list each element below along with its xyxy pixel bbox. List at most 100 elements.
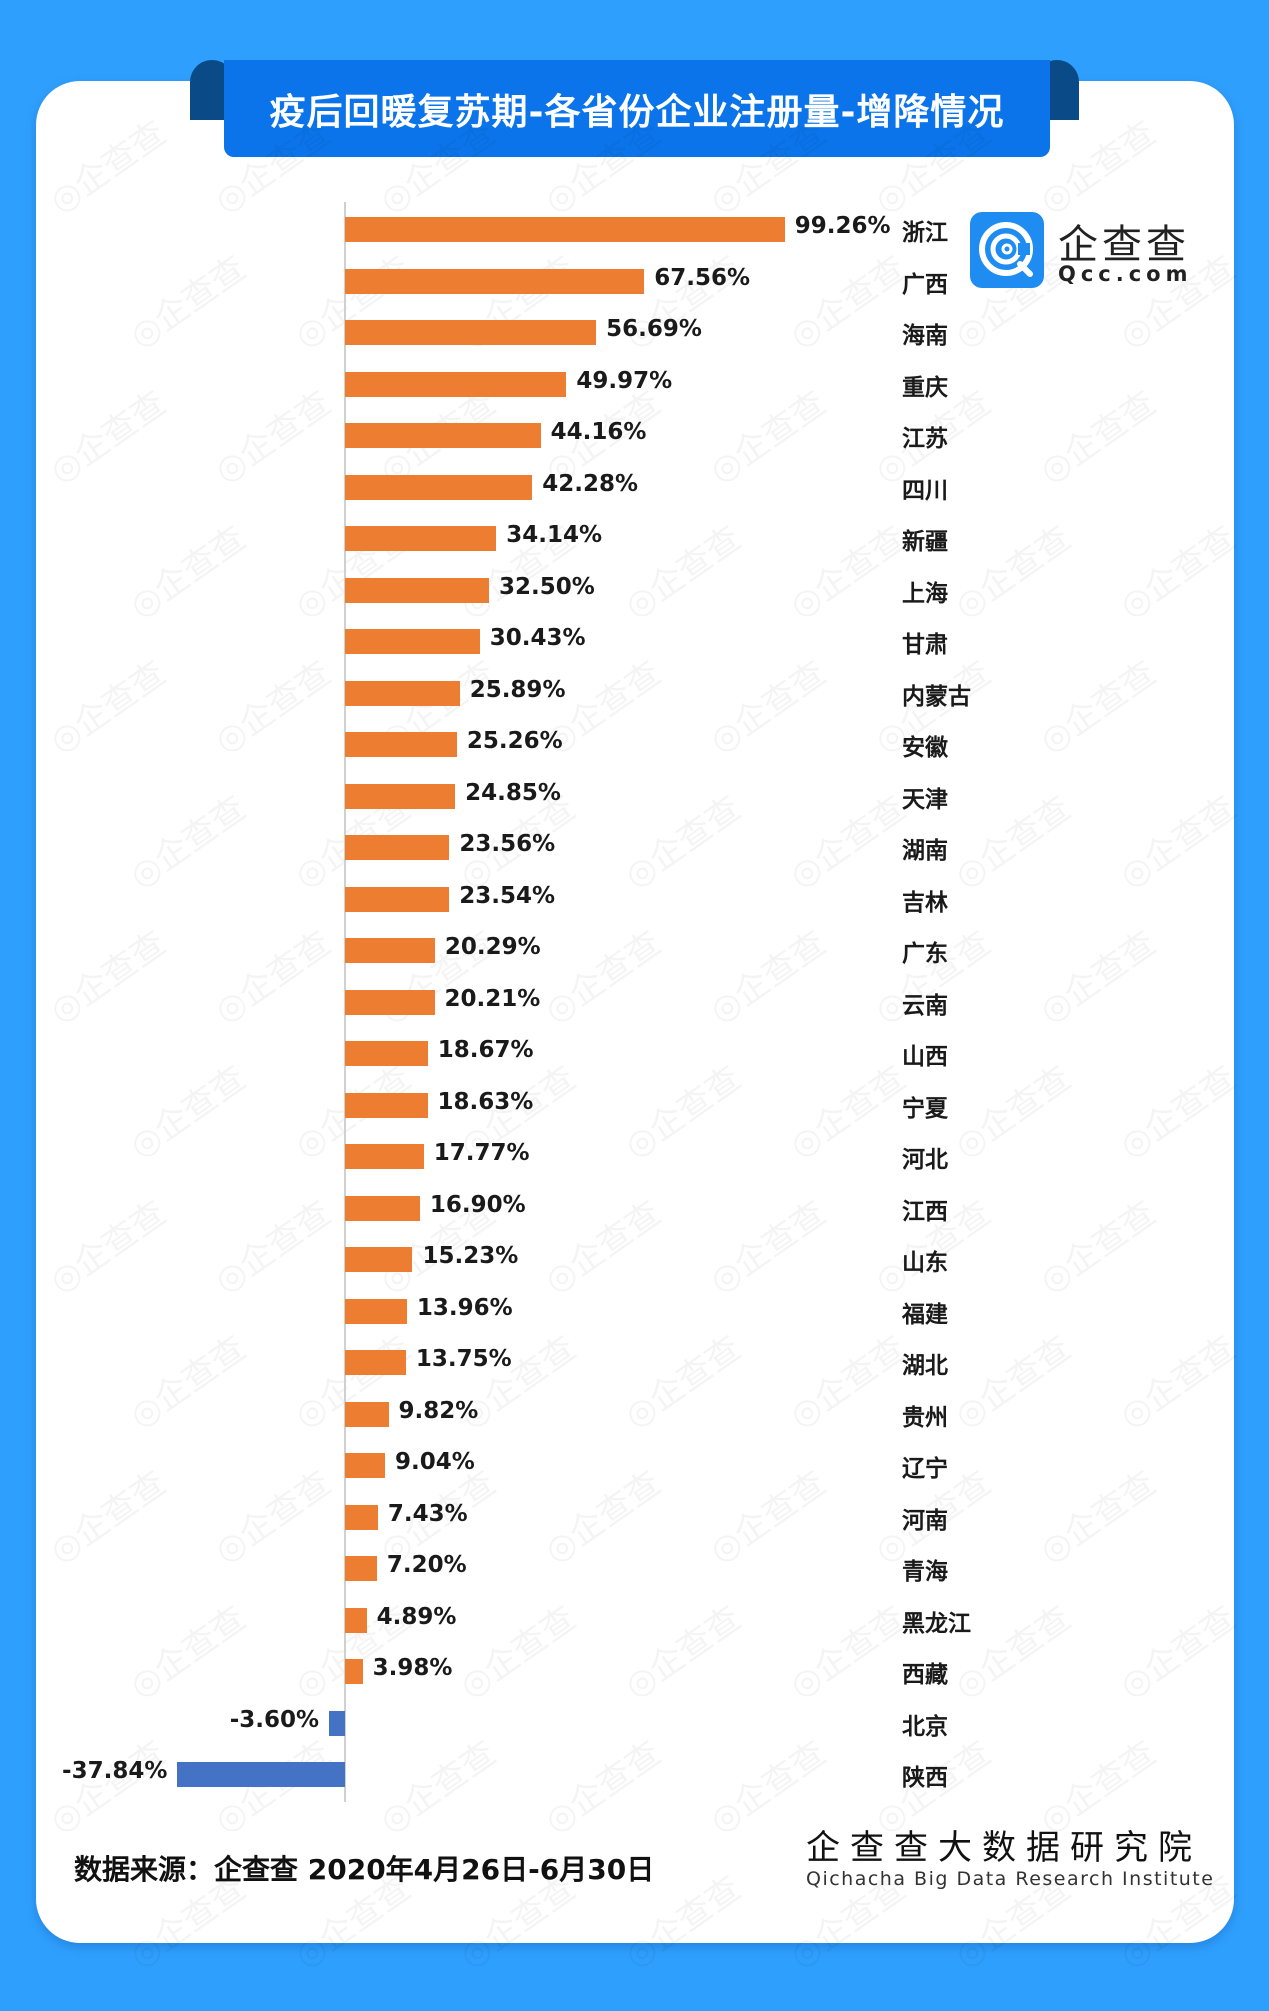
- chart-title: 疫后回暖复苏期-各省份企业注册量-增降情况: [224, 60, 1050, 157]
- province-label: 贵州: [902, 1404, 948, 1431]
- province-label: 河北: [902, 1147, 948, 1173]
- bar-value-label: 24.85%: [465, 779, 561, 806]
- bar-value-label: 9.04%: [395, 1449, 475, 1475]
- bar-value-label: 18.63%: [437, 1088, 534, 1115]
- bar-positive: [345, 371, 567, 397]
- bar-row: 7.20% 青海: [0, 1544, 1269, 1594]
- province-label: 西藏: [902, 1662, 948, 1688]
- bar-value-label: 17.77%: [433, 1140, 530, 1166]
- bar-row: 7.43% 河南: [0, 1493, 1269, 1543]
- bar-row: 44.16% 江苏: [0, 411, 1269, 461]
- province-label: 吉林: [902, 889, 948, 916]
- bar-row: 32.50% 上海: [0, 566, 1269, 616]
- bar-positive: [345, 1144, 424, 1169]
- province-label: 山西: [902, 1044, 948, 1070]
- bar-value-label: 15.23%: [422, 1243, 519, 1269]
- bar-positive: [345, 783, 456, 809]
- province-label: 安徽: [902, 735, 948, 761]
- province-label: 山东: [902, 1250, 948, 1276]
- bar-positive: [345, 1247, 413, 1272]
- bar-value-label: 25.89%: [469, 676, 566, 703]
- bar-value-label: 23.56%: [459, 831, 556, 857]
- bar-positive: [345, 1350, 406, 1375]
- province-label: 天津: [902, 786, 948, 813]
- bar-row: -3.60% 北京: [0, 1699, 1269, 1749]
- province-label: 辽宁: [902, 1456, 948, 1482]
- bar-value-label: 32.50%: [498, 573, 595, 600]
- bar-value-label: 9.82%: [398, 1397, 479, 1424]
- bar-value-label: 49.97%: [576, 367, 673, 394]
- bar-row: 18.67% 山西: [0, 1029, 1269, 1079]
- bar-row: 49.97% 重庆: [0, 360, 1269, 410]
- bar-value-label: 67.56%: [654, 264, 751, 291]
- bar-row: 9.82% 贵州: [0, 1390, 1269, 1440]
- bar-row: 23.54% 吉林: [0, 875, 1269, 925]
- bar-row: 30.43% 甘肃: [0, 617, 1269, 667]
- chart-card: [36, 81, 1234, 1943]
- province-label: 江西: [902, 1198, 948, 1225]
- bar-positive: [345, 835, 450, 860]
- province-label: 江苏: [902, 426, 948, 452]
- bar-positive: [345, 1092, 428, 1118]
- logo-text-en: Qcc.com: [1058, 262, 1193, 286]
- bar-positive: [345, 680, 460, 706]
- bar-positive: [345, 938, 435, 963]
- bar-row: 25.89% 内蒙古: [0, 669, 1269, 719]
- bar-row: 25.26% 安徽: [0, 720, 1269, 770]
- institute-name-en: Qichacha Big Data Research Institute: [806, 1868, 1215, 1890]
- bar-positive: [345, 629, 480, 654]
- province-label: 黑龙江: [902, 1610, 971, 1637]
- bar-positive: [345, 886, 450, 912]
- bar-negative: [329, 1710, 345, 1736]
- province-label: 四川: [902, 477, 948, 504]
- bar-positive: [345, 1041, 428, 1066]
- province-label: 青海: [902, 1559, 948, 1585]
- bar-row: 13.75% 湖北: [0, 1338, 1269, 1388]
- bar-negative: [177, 1762, 345, 1787]
- bar-value-label: 13.96%: [416, 1294, 513, 1321]
- province-label: 湖北: [902, 1353, 948, 1379]
- bar-positive: [345, 526, 497, 551]
- province-label: 湖南: [902, 838, 948, 864]
- bar-value-label: 42.28%: [542, 470, 639, 497]
- bar-value-label: 56.69%: [606, 316, 702, 342]
- province-label: 海南: [902, 323, 948, 349]
- bar-value-label: 23.54%: [459, 882, 556, 909]
- province-label: 内蒙古: [902, 683, 971, 710]
- bar-row: -37.84% 陕西: [0, 1750, 1269, 1800]
- province-label: 云南: [902, 992, 948, 1019]
- bar-value-label: 99.26%: [794, 213, 891, 239]
- province-label: 广东: [902, 941, 948, 967]
- province-label: 甘肃: [902, 632, 948, 658]
- bar-positive: [345, 423, 541, 448]
- bar-positive: [345, 474, 533, 500]
- bar-positive: [345, 732, 457, 757]
- bar-row: 18.63% 宁夏: [0, 1081, 1269, 1131]
- bar-row: 34.14% 新疆: [0, 514, 1269, 564]
- province-label: 上海: [902, 580, 948, 607]
- bar-value-label: 7.43%: [387, 1500, 468, 1527]
- logo-text-cn: 企查查: [1058, 222, 1190, 268]
- bar-positive: [345, 1556, 377, 1581]
- bar-positive: [345, 1298, 407, 1324]
- bar-value-label: 13.75%: [415, 1346, 512, 1372]
- qcc-logo-icon: [970, 212, 1044, 288]
- bar-row: 13.96% 福建: [0, 1287, 1269, 1337]
- bar-row: 9.04% 辽宁: [0, 1441, 1269, 1491]
- qcc-logo: 企查查 Qcc.com: [970, 212, 1190, 292]
- bar-row: 99.26% 浙江: [0, 205, 1269, 255]
- bar-positive: [345, 217, 785, 242]
- bar-positive: [345, 989, 435, 1015]
- bar-row: 16.90% 江西: [0, 1184, 1269, 1234]
- bar-row: 17.77% 河北: [0, 1132, 1269, 1182]
- bar-positive: [345, 268, 645, 294]
- bar-positive: [345, 1195, 420, 1221]
- bar-positive: [345, 1659, 363, 1684]
- bar-value-label: -37.84%: [62, 1758, 168, 1784]
- bar-row: 4.89% 黑龙江: [0, 1596, 1269, 1646]
- bar-positive: [345, 320, 597, 345]
- bar-value-label: 34.14%: [506, 522, 603, 548]
- province-label: 广西: [902, 271, 948, 298]
- bar-value-label: 16.90%: [429, 1191, 526, 1218]
- province-label: 新疆: [902, 529, 948, 555]
